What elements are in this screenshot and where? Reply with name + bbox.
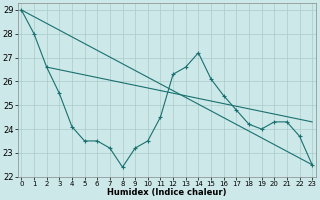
X-axis label: Humidex (Indice chaleur): Humidex (Indice chaleur): [107, 188, 227, 197]
